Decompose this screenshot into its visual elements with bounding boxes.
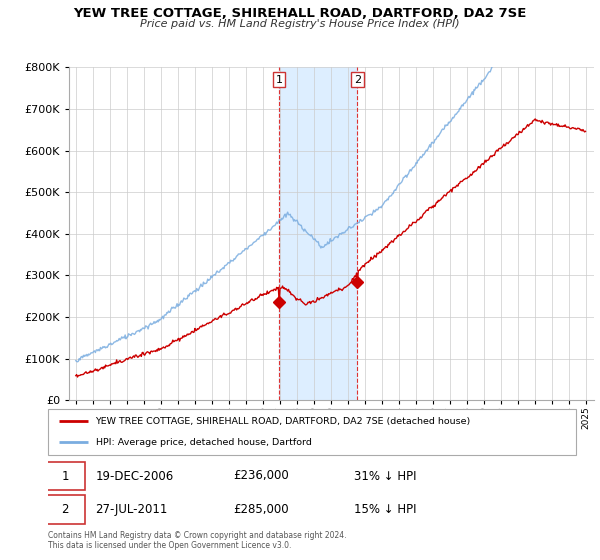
Text: Contains HM Land Registry data © Crown copyright and database right 2024.
This d: Contains HM Land Registry data © Crown c… [48,531,347,550]
Text: 15% ↓ HPI: 15% ↓ HPI [354,503,417,516]
Text: 2: 2 [61,503,69,516]
Text: YEW TREE COTTAGE, SHIREHALL ROAD, DARTFORD, DA2 7SE (detached house): YEW TREE COTTAGE, SHIREHALL ROAD, DARTFO… [95,417,471,426]
FancyBboxPatch shape [46,496,85,524]
Text: 27-JUL-2011: 27-JUL-2011 [95,503,168,516]
Text: 1: 1 [275,74,283,85]
Text: £285,000: £285,000 [233,503,289,516]
Text: 31% ↓ HPI: 31% ↓ HPI [354,469,417,483]
Bar [279,67,358,400]
Text: 19-DEC-2006: 19-DEC-2006 [95,469,174,483]
Text: Price paid vs. HM Land Registry's House Price Index (HPI): Price paid vs. HM Land Registry's House … [140,19,460,29]
Text: YEW TREE COTTAGE, SHIREHALL ROAD, DARTFORD, DA2 7SE: YEW TREE COTTAGE, SHIREHALL ROAD, DARTFO… [73,7,527,20]
Text: 1: 1 [61,469,69,483]
FancyBboxPatch shape [48,409,576,455]
Text: 2: 2 [354,74,361,85]
FancyBboxPatch shape [46,462,85,490]
Text: £236,000: £236,000 [233,469,289,483]
Text: HPI: Average price, detached house, Dartford: HPI: Average price, detached house, Dart… [95,438,311,447]
